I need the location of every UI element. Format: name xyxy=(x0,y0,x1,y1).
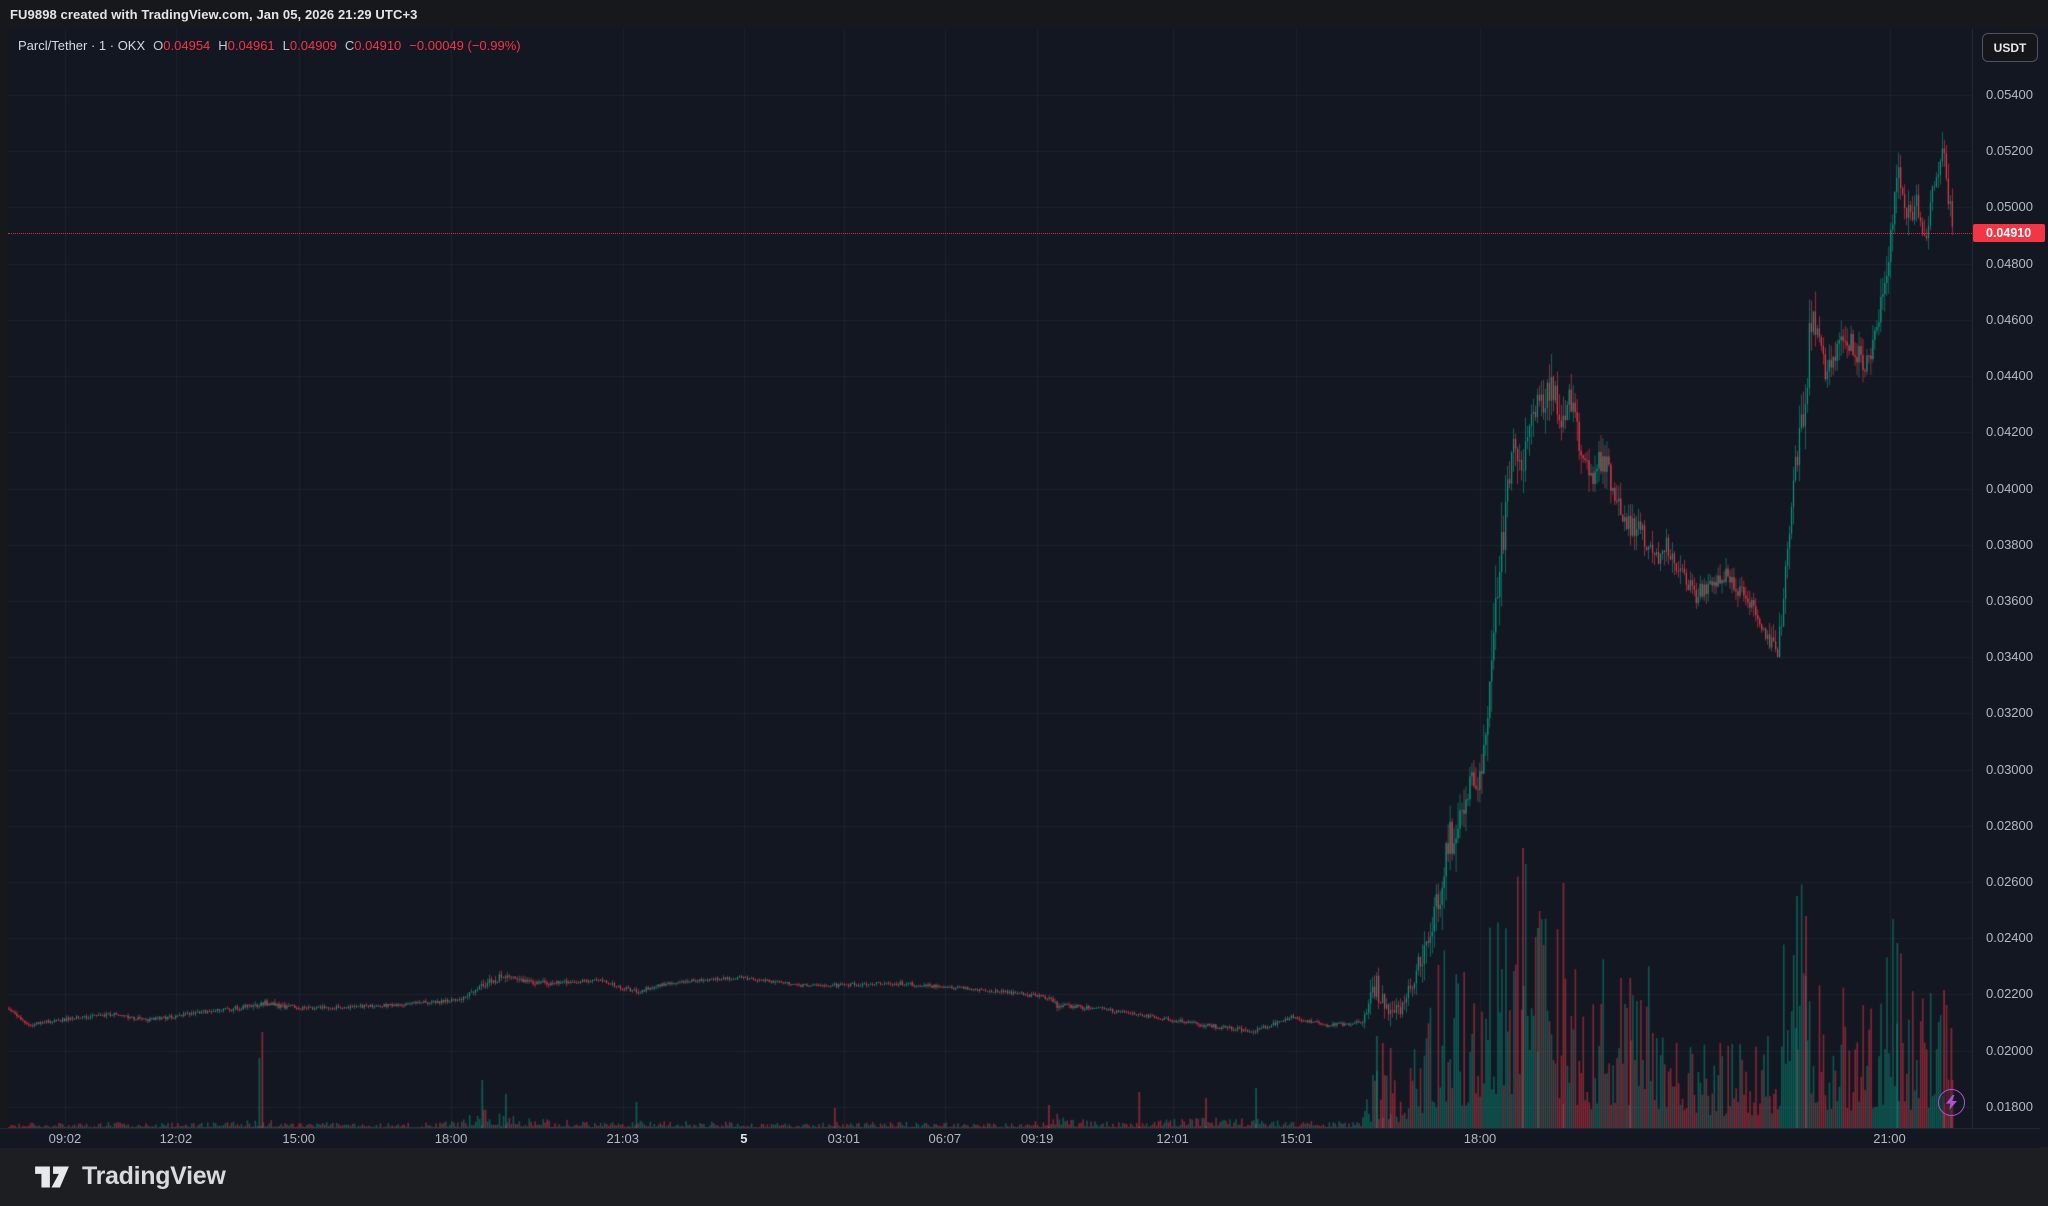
tradingview-logo[interactable]: TradingView xyxy=(33,1162,226,1191)
time-axis-label: 15:01 xyxy=(1280,1131,1313,1146)
brand-text: TradingView xyxy=(82,1162,226,1190)
time-axis-label: 12:01 xyxy=(1156,1131,1189,1146)
top-bar: FU9898 created with TradingView.com, Jan… xyxy=(0,0,2048,29)
time-axis-label: 18:00 xyxy=(1463,1131,1497,1146)
time-axis-label: 03:01 xyxy=(827,1131,861,1146)
snapshot-title: FU9898 created with TradingView.com, Jan… xyxy=(10,7,418,22)
high-value: 0.04961 xyxy=(227,37,275,53)
price-axis-label: 0.05200 xyxy=(1986,143,2033,159)
candlestick-chart-canvas[interactable] xyxy=(8,29,1972,1128)
symbol-legend: Parcl/Tether · 1 · OKX O 0.04954 H 0.04961… xyxy=(18,36,521,54)
time-axis-label: 15:00 xyxy=(282,1131,315,1146)
time-axis-label: 09:02 xyxy=(48,1131,82,1146)
price-axis-label: 0.02400 xyxy=(1986,930,2033,946)
price-axis-label: 0.05000 xyxy=(1986,199,2033,215)
time-axis-label: 5 xyxy=(740,1131,748,1146)
price-axis-label: 0.04800 xyxy=(1986,255,2033,271)
left-gutter xyxy=(0,29,8,1147)
price-axis-label: 0.04200 xyxy=(1986,424,2033,440)
flash-button[interactable] xyxy=(1938,1089,1965,1116)
time-axis-label: 21:03 xyxy=(606,1131,639,1146)
time-axis[interactable]: 09:02 12:02 15:00 18:00 21:03 5 03:01 06:07 09:1… xyxy=(0,1128,2040,1148)
price-axis-label: 0.03200 xyxy=(1986,705,2033,721)
low-label: L xyxy=(282,37,290,53)
close-value: 0.04910 xyxy=(354,37,402,53)
last-price-line xyxy=(8,232,1972,234)
price-axis-label: 0.02800 xyxy=(1986,817,2033,833)
price-axis-label: 0.03600 xyxy=(1986,592,2033,608)
open-label: O xyxy=(153,37,164,53)
chart-area: Parcl/Tether · 1 · OKX O 0.04954 H 0.04961… xyxy=(0,29,2048,1148)
close-label: C xyxy=(344,37,355,53)
price-axis-label: 0.02600 xyxy=(1986,874,2033,890)
high-label: H xyxy=(218,37,228,53)
price-axis-label: 0.04600 xyxy=(1986,311,2033,327)
price-axis-label: 0.05400 xyxy=(1986,87,2033,103)
time-axis-label: 12:02 xyxy=(159,1131,193,1146)
time-axis-label: 06:07 xyxy=(928,1131,962,1146)
price-axis-label: 0.03400 xyxy=(1986,649,2033,665)
last-price-tag: 0.04910 xyxy=(1973,223,2045,242)
price-axis-label: 0.04400 xyxy=(1986,368,2033,384)
currency-button[interactable]: USDT xyxy=(1982,33,2038,62)
price-axis-label: 0.02000 xyxy=(1986,1042,2033,1058)
time-axis-label: 21:00 xyxy=(1873,1131,1906,1146)
time-axis-label: 18:00 xyxy=(434,1131,468,1146)
price-axis-label: 0.03800 xyxy=(1986,536,2033,552)
price-axis-label: 0.02200 xyxy=(1986,986,2033,1002)
lightning-icon xyxy=(1946,1095,1957,1110)
low-value: 0.04909 xyxy=(289,37,337,53)
change-value: −0.00049 (−0.99%) xyxy=(409,37,521,53)
bottom-bar: TradingView xyxy=(0,1147,2048,1206)
price-axis[interactable]: USDT 0.05400 0.05200 0.05000 0.04800 0.04600… xyxy=(1972,29,2048,1128)
price-axis-label: 0.03000 xyxy=(1986,761,2033,777)
open-value: 0.04954 xyxy=(163,37,211,53)
price-axis-label: 0.01800 xyxy=(1986,1098,2033,1114)
price-axis-label: 0.04000 xyxy=(1986,480,2033,496)
tradingview-mark-icon xyxy=(35,1165,69,1188)
time-axis-label: 09:19 xyxy=(1020,1131,1054,1146)
symbol-title[interactable]: Parcl/Tether · 1 · OKX xyxy=(18,37,146,53)
